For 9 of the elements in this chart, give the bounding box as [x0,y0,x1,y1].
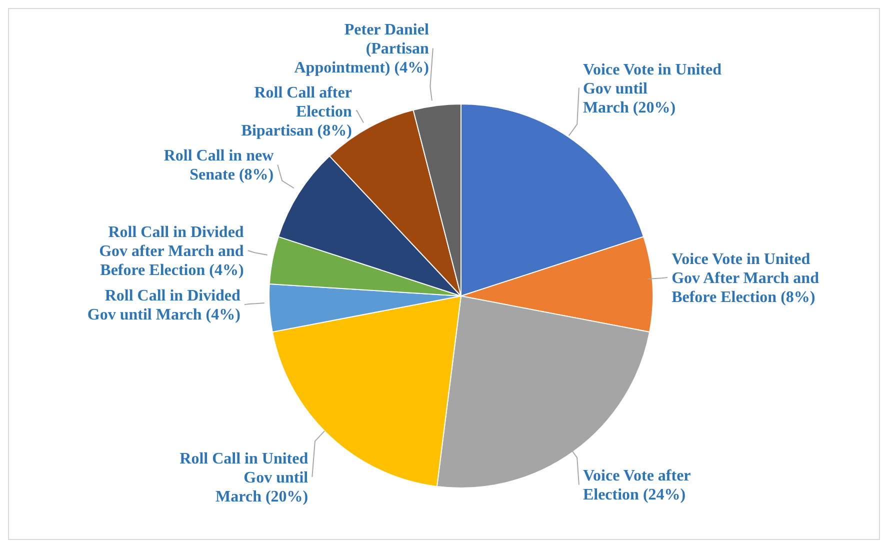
slice-label: Voice Vote in United Gov After March and Before Election (8%) [672,250,820,306]
slice-label: Roll Call in Divided Gov after March and Before Election (4%) [99,224,244,280]
slice-label: Peter Daniel (Partisan Appointment) (4%) [294,22,430,77]
slice-label: Roll Call after Election Bipartisan (8%) [241,84,352,140]
slice-label: Roll Call in Divided Gov until March (4%) [87,288,241,324]
slice-label: Roll Call in new Senate (8%) [164,148,274,184]
slice-label: Roll Call in United Gov until March (20%) [180,450,309,506]
slice-label: Voice Vote after Election (24%) [582,468,691,504]
slice-label: Voice Vote in United Gov until March (20%) [582,61,722,116]
